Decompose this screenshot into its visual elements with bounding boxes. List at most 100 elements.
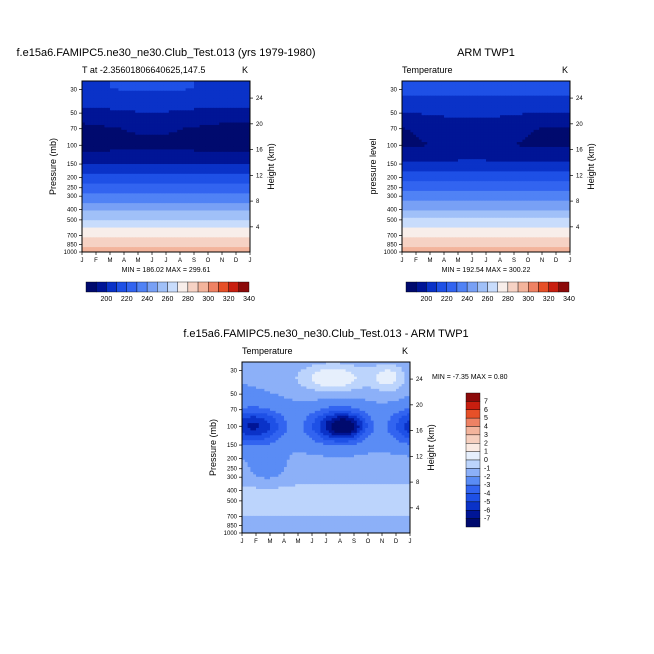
contour-cell (110, 225, 114, 228)
contour-cell (135, 203, 139, 206)
contour-cell (84, 159, 88, 163)
contour-cell (98, 98, 102, 101)
contour-cell (140, 195, 144, 199)
contour-cell (222, 205, 226, 209)
contour-cell (539, 90, 543, 94)
contour-cell (177, 195, 181, 199)
contour-cell (98, 230, 102, 233)
contour-cell (110, 242, 114, 246)
contour-cell (180, 149, 184, 153)
contour-cell (126, 171, 130, 175)
contour-cell (199, 107, 203, 111)
contour-cell (230, 90, 234, 94)
contour-cell (199, 151, 203, 155)
contour-cell (160, 95, 164, 99)
colorbar-swatch (208, 281, 219, 293)
contour-cell (241, 164, 245, 167)
contour-cell (227, 193, 231, 197)
contour-cell (110, 83, 114, 87)
contour-cell (149, 124, 153, 128)
contour-cell (208, 85, 212, 89)
contour-cell (146, 183, 150, 187)
contour-cell (118, 247, 122, 250)
contour-cell (146, 234, 150, 238)
contour-cell (205, 102, 209, 106)
contour-cell (166, 188, 170, 192)
contour-cell (129, 203, 133, 206)
contour-cell (87, 100, 91, 104)
contour-cell (143, 161, 147, 165)
contour-cell (96, 115, 100, 119)
contour-cell (550, 90, 554, 94)
contour-cell (486, 105, 490, 109)
contour-cell (194, 98, 198, 101)
contour-cell (488, 85, 492, 89)
contour-cell (152, 244, 156, 248)
contour-cell (121, 95, 125, 99)
contour-cell (213, 100, 217, 104)
contour-cell (558, 102, 562, 106)
contour-cell (188, 88, 192, 92)
contour-cell (230, 117, 234, 121)
contour-cell (233, 98, 237, 101)
contour-cell (124, 127, 128, 131)
contour-cell (166, 239, 170, 243)
contour-cell (247, 200, 251, 204)
contour-cell (101, 215, 105, 219)
contour-cell (413, 98, 417, 101)
colorbar-swatch (126, 281, 138, 293)
contour-cell (185, 137, 189, 141)
contour-cell (227, 198, 231, 202)
contour-cell (152, 230, 156, 233)
contour-cell (219, 190, 223, 194)
contour-cell (152, 181, 156, 184)
contour-cell (166, 154, 170, 158)
contour-cell (110, 122, 114, 126)
contour-cell (219, 102, 223, 106)
contour-cell (118, 129, 122, 133)
contour-cell (135, 173, 139, 177)
contour-cell (233, 142, 237, 145)
contour-cell (157, 190, 161, 194)
contour-cell (238, 81, 242, 84)
contour-cell (182, 100, 186, 104)
contour-cell (135, 198, 139, 202)
contour-cell (227, 127, 231, 131)
contour-cell (149, 230, 153, 233)
contour-cell (168, 107, 172, 111)
contour-cell (208, 110, 212, 114)
contour-cell (402, 90, 406, 94)
contour-cell (213, 249, 217, 253)
x-tick-label: A (178, 258, 182, 264)
contour-cell (508, 102, 512, 106)
contour-cell (196, 124, 200, 128)
contour-cell (149, 132, 153, 136)
contour-cell (110, 232, 114, 236)
contour-cell (202, 164, 206, 167)
contour-cell (146, 232, 150, 236)
contour-cell (224, 244, 228, 248)
contour-cell (160, 93, 164, 97)
contour-cell (152, 85, 156, 89)
contour-cell (166, 120, 170, 123)
contour-cell (121, 98, 125, 101)
contour-cell (205, 176, 209, 180)
contour-cell (483, 107, 487, 111)
contour-cell (472, 95, 476, 99)
contour-cell (152, 81, 156, 84)
contour-cell (149, 249, 153, 253)
contour-cell (166, 232, 170, 236)
contour-cell (110, 190, 114, 194)
contour-cell (124, 134, 128, 138)
contour-cell (132, 151, 136, 155)
contour-cell (174, 139, 178, 143)
contour-cell (564, 81, 568, 84)
contour-cell (143, 151, 147, 155)
contour-cell (219, 215, 223, 219)
contour-cell (236, 210, 240, 214)
contour-cell (505, 81, 509, 84)
contour-cell (222, 239, 226, 243)
contour-cell (416, 95, 420, 99)
contour-cell (118, 102, 122, 106)
contour-cell (432, 100, 436, 104)
